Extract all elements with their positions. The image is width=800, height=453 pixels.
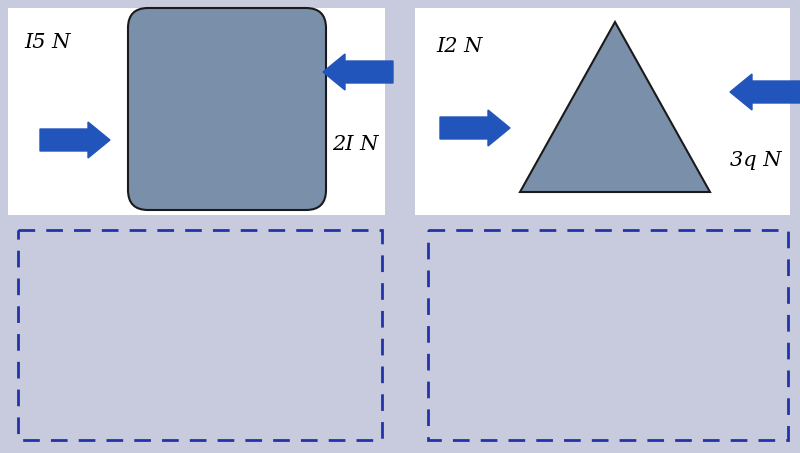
Text: 3q N: 3q N <box>730 150 782 169</box>
Polygon shape <box>40 122 110 158</box>
Polygon shape <box>323 54 393 90</box>
Text: I2 N: I2 N <box>437 38 483 57</box>
Text: 2I N: 2I N <box>332 135 378 154</box>
Bar <box>428 230 788 440</box>
FancyBboxPatch shape <box>8 8 385 215</box>
FancyBboxPatch shape <box>128 8 326 210</box>
Bar <box>18 230 382 440</box>
Polygon shape <box>440 110 510 146</box>
Polygon shape <box>730 74 800 110</box>
FancyBboxPatch shape <box>415 8 790 215</box>
Polygon shape <box>520 22 710 192</box>
Text: I5 N: I5 N <box>25 33 71 52</box>
